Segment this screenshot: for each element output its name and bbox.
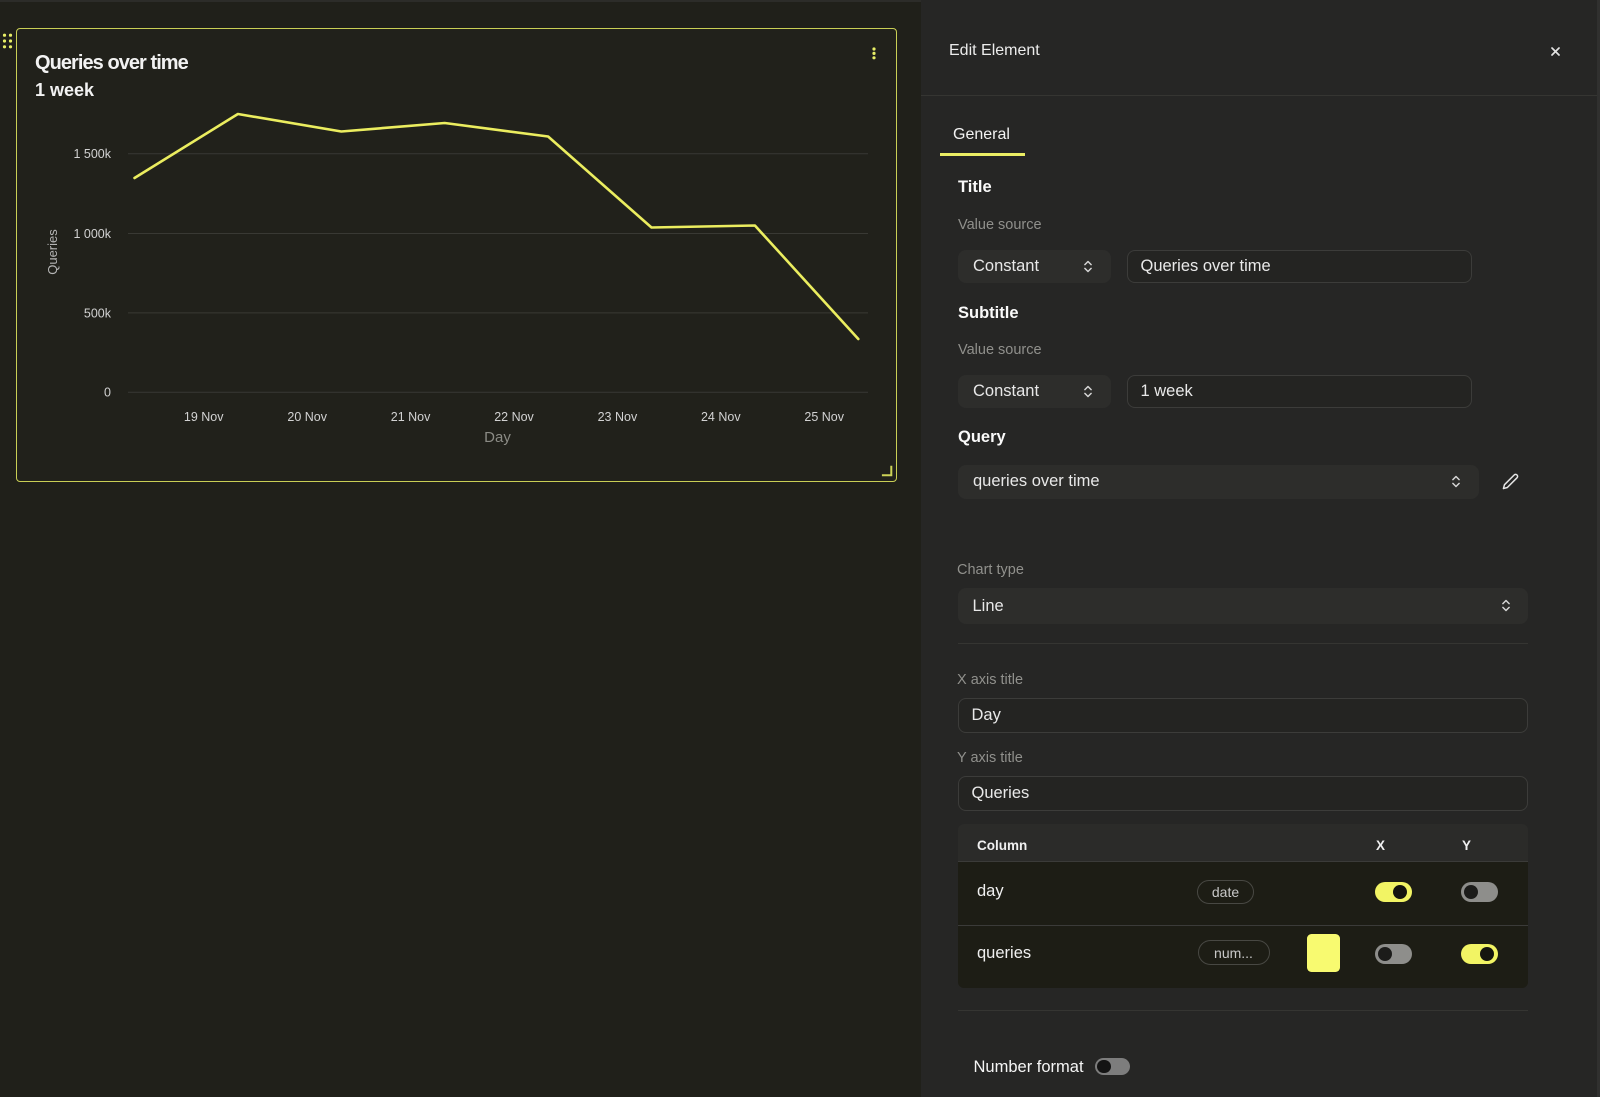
svg-text:1 000k: 1 000k [73,227,111,241]
svg-text:21 Nov: 21 Nov [391,410,431,424]
svg-text:22 Nov: 22 Nov [494,410,534,424]
svg-text:Queries: Queries [45,229,60,275]
svg-text:Day: Day [484,429,511,446]
svg-text:25 Nov: 25 Nov [804,410,844,424]
svg-text:23 Nov: 23 Nov [598,410,638,424]
svg-text:19 Nov: 19 Nov [184,410,224,424]
svg-text:0: 0 [104,386,111,400]
svg-text:20 Nov: 20 Nov [287,410,327,424]
svg-text:1 500k: 1 500k [73,147,111,161]
svg-text:500k: 500k [84,306,112,320]
svg-text:24 Nov: 24 Nov [701,410,741,424]
